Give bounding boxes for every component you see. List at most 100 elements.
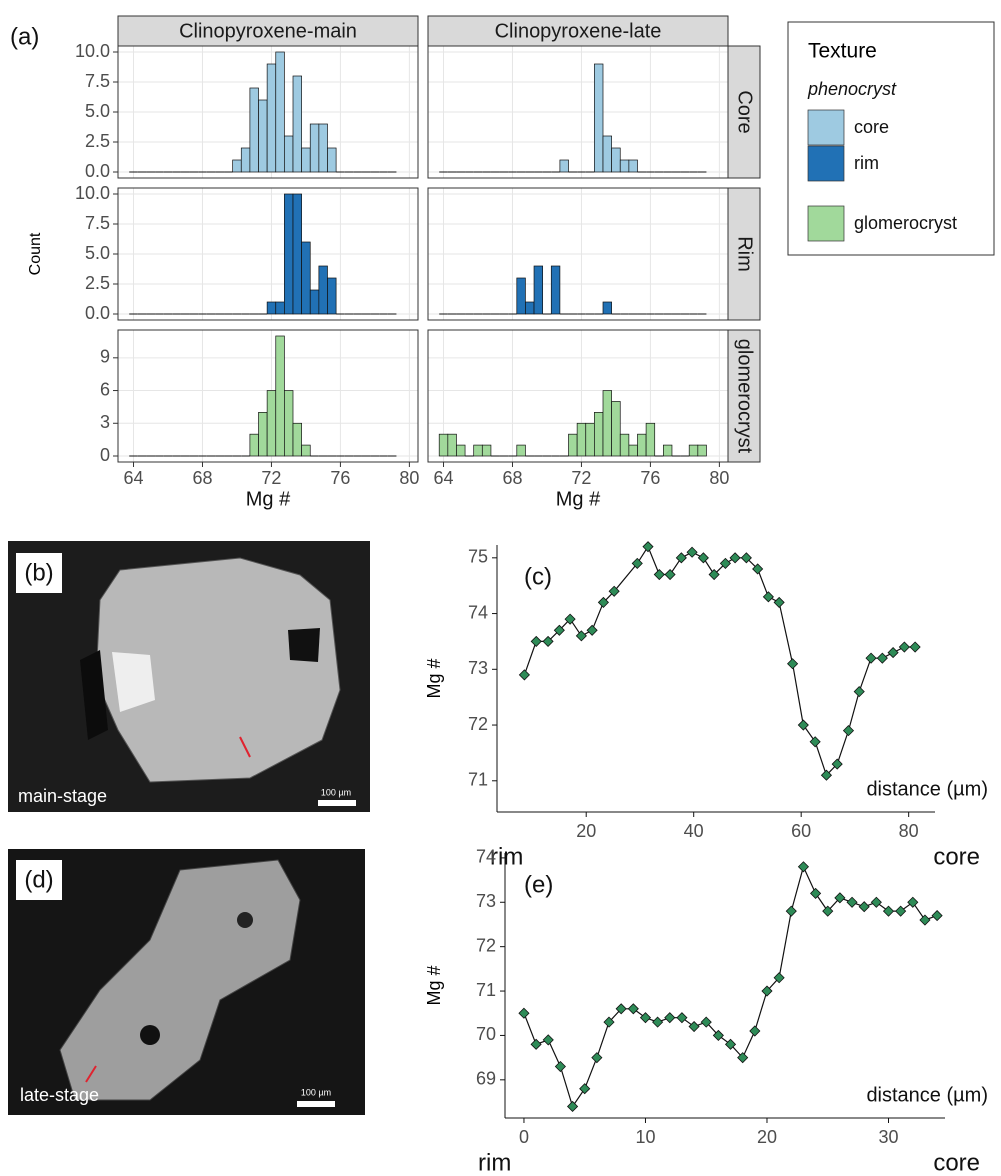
marker — [887, 647, 899, 659]
marker — [810, 887, 822, 899]
micrograph-d: (d) late-stage 100 µm — [8, 849, 365, 1115]
marker — [737, 1052, 749, 1064]
bar — [438, 433, 449, 457]
bar — [301, 444, 311, 457]
label-box — [16, 860, 62, 900]
micrograph-b: (b) main-stage 100 µm — [8, 541, 370, 812]
y-tick-label: 7.5 — [85, 213, 110, 233]
strip — [727, 329, 761, 463]
marker — [603, 1016, 615, 1028]
marker — [820, 769, 833, 781]
y-tick-label: 0 — [100, 445, 110, 465]
marker — [931, 910, 943, 922]
y-tick-label: 2.5 — [85, 131, 110, 151]
bar — [301, 147, 311, 173]
strip-label: Core — [734, 90, 756, 133]
panel-border — [427, 45, 729, 179]
legend-label: glomerocryst — [854, 213, 957, 233]
void — [80, 650, 108, 740]
bar — [585, 422, 595, 457]
bar — [602, 135, 612, 173]
bar — [284, 390, 294, 457]
panel-border — [117, 45, 419, 179]
y-tick-label: 73 — [476, 891, 496, 911]
marker — [675, 552, 687, 564]
marker — [919, 914, 931, 926]
marker — [831, 758, 843, 770]
scale-bar — [318, 800, 356, 806]
marker — [686, 546, 698, 558]
bar — [611, 147, 621, 173]
x-start-label: rim — [490, 843, 523, 870]
bar — [275, 335, 285, 457]
bar — [628, 444, 638, 457]
bar — [249, 87, 259, 173]
y-axis-title: Mg # — [424, 658, 444, 698]
x-axis-title: Mg # — [556, 488, 601, 510]
bar — [697, 444, 707, 457]
marker — [882, 905, 895, 917]
y-tick-label: 74 — [476, 847, 496, 867]
marker — [740, 552, 752, 564]
marker — [631, 557, 643, 569]
bar — [481, 444, 492, 457]
strip-label: Clinopyroxene-late — [495, 20, 662, 42]
y-tick-label: 0.0 — [85, 161, 110, 181]
legend-key — [807, 145, 845, 182]
marker — [664, 568, 676, 581]
marker — [708, 568, 720, 581]
marker — [761, 985, 773, 997]
bar — [473, 444, 483, 457]
bar — [284, 193, 294, 315]
y-tick-label: 71 — [468, 770, 488, 790]
arrow — [85, 1065, 97, 1083]
marker — [797, 861, 810, 873]
panel-label: (b) — [24, 559, 53, 586]
marker — [752, 563, 764, 575]
strip — [727, 187, 761, 321]
x-tick-label: 80 — [399, 468, 419, 488]
bar — [249, 433, 259, 457]
strip-label: Clinopyroxene-main — [179, 20, 357, 42]
x-tick-label: 80 — [709, 468, 729, 488]
marker — [724, 1038, 737, 1050]
marker — [639, 1012, 652, 1024]
panel-label: (c) — [524, 563, 552, 590]
y-tick-label: 71 — [476, 980, 496, 1000]
bar — [594, 63, 604, 173]
panel-border — [117, 187, 419, 321]
bar — [550, 265, 561, 315]
y-tick-label: 72 — [468, 714, 488, 734]
x-tick-label: 0 — [519, 1127, 529, 1147]
bar — [619, 433, 630, 457]
bar — [516, 277, 526, 315]
x-axis-title: Mg # — [246, 488, 291, 510]
x-tick-label: 60 — [791, 821, 811, 841]
bar — [619, 159, 630, 173]
marker — [627, 1003, 639, 1015]
marker — [773, 596, 785, 608]
marker — [652, 1016, 664, 1028]
x-axis-title: distance (µm) — [866, 778, 988, 800]
marker — [749, 1025, 761, 1037]
marker — [787, 658, 799, 670]
y-tick-label: 10.0 — [75, 41, 110, 61]
y-tick-label: 7.5 — [85, 71, 110, 91]
bar — [456, 444, 466, 457]
bar — [327, 277, 337, 315]
bar — [611, 401, 621, 457]
x-tick-label: 72 — [261, 468, 281, 488]
bar — [318, 265, 328, 315]
bar — [628, 159, 638, 173]
y-tick-label: 9 — [100, 347, 110, 367]
x-tick-label: 76 — [640, 468, 660, 488]
marker — [834, 892, 846, 904]
marker — [822, 905, 834, 917]
x-tick-label: 72 — [571, 468, 591, 488]
marker — [575, 630, 587, 642]
arrow — [239, 736, 251, 758]
y-tick-label: 2.5 — [85, 273, 110, 293]
legend-key — [807, 109, 845, 146]
marker — [530, 1038, 542, 1050]
marker — [676, 1012, 688, 1024]
